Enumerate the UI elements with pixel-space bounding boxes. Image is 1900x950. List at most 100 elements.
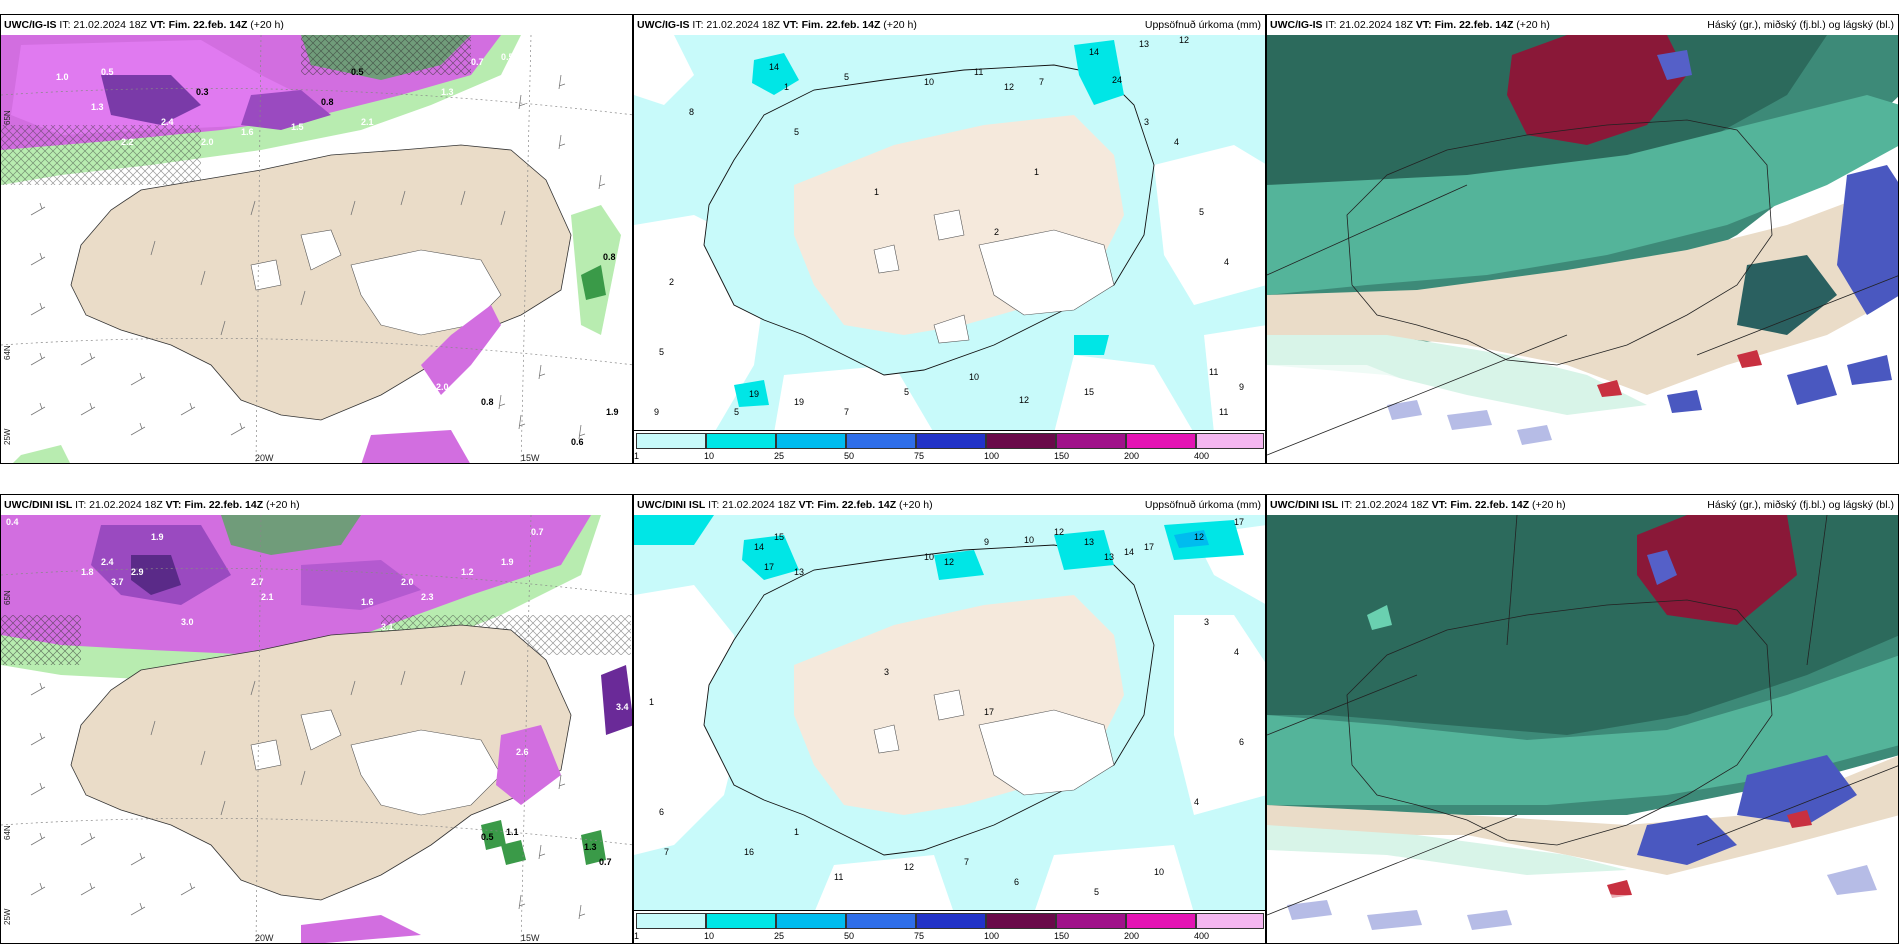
model-name: UWC/IG-IS — [1270, 19, 1323, 31]
field-title: Háský (gr.), miðský (fj.bl.) og lágský (… — [1707, 19, 1894, 31]
map-cloud-water-top: 1.0 0.5 1.3 2.2 2.4 2.0 1.6 1.5 2.5 2.1 … — [1, 35, 632, 463]
value-label: 2.1 — [361, 117, 374, 127]
precip-label: 13 — [1084, 537, 1094, 547]
init-time: IT: 21.02.2024 18Z — [1325, 19, 1413, 31]
valid-label: VT: — [798, 499, 815, 511]
precip-label: 2 — [994, 227, 999, 237]
precip-label: 10 — [969, 372, 979, 382]
precip-label: 10 — [1024, 535, 1034, 545]
colorbar-box-400 — [1196, 433, 1264, 449]
lon-label-25w: 25W — [3, 908, 12, 925]
precip-label: 4 — [1224, 257, 1229, 267]
precip-label: 13 — [1104, 552, 1114, 562]
value-label: 3.1 — [381, 622, 394, 632]
precip-label: 7 — [1039, 77, 1044, 87]
precip-label: 4 — [1194, 797, 1199, 807]
valid-label: VT: — [165, 499, 182, 511]
value-label: 3.7 — [111, 577, 124, 587]
colorbar-box-10 — [706, 433, 776, 449]
precip-label: 5 — [1094, 887, 1099, 897]
precip-label: 11 — [974, 67, 983, 77]
model-name: UWC/IG-IS — [4, 19, 57, 31]
value-label: 3.4 — [616, 702, 629, 712]
lat-label-64n: 64N — [3, 825, 12, 840]
value-label: 2.0 — [401, 577, 414, 587]
lon-label-15w: 15W — [521, 453, 540, 463]
panel-bottom-middle-precip: UWC/DINI ISL IT: 21.02.2024 18Z VT: Fim.… — [633, 494, 1266, 944]
precip-label: 17 — [1234, 517, 1244, 527]
panel-top-middle-precip: UWC/IG-IS IT: 21.02.2024 18Z VT: Fim. 22… — [633, 14, 1266, 464]
valid-label: VT: — [149, 19, 166, 31]
precip-label: 12 — [1019, 395, 1029, 405]
panel-header: UWC/DINI ISL IT: 21.02.2024 18Z VT: Fim.… — [634, 495, 1265, 515]
valid-time: Fim. 22.feb. 14Z — [1434, 19, 1514, 31]
colorbar-box-75 — [916, 913, 986, 929]
colorbar-tick: 50 — [844, 451, 855, 461]
value-label: 2.6 — [516, 747, 529, 757]
precip-label: 5 — [904, 387, 909, 397]
colorbar-tick: 200 — [1124, 451, 1140, 461]
map-cloud-water-bottom: 0.4 1.9 2.4 3.7 2.9 1.8 2.1 2.7 3.0 1.6 … — [1, 515, 632, 943]
value-label: 1.5 — [291, 122, 304, 132]
value-label: 2.7 — [251, 577, 264, 587]
precip-label: 9 — [1239, 382, 1244, 392]
precip-label: 7 — [844, 407, 849, 417]
init-time: IT: 21.02.2024 18Z — [692, 19, 780, 31]
precip-label: 6 — [1239, 737, 1244, 747]
panel-header: UWC/IG-IS IT: 21.02.2024 18Z VT: Fim. 22… — [1267, 15, 1898, 35]
colorbar-box-100 — [986, 433, 1056, 449]
value-label: 0.7 — [471, 57, 484, 67]
precip-label: 14 — [1124, 547, 1134, 557]
valid-label: VT: — [782, 19, 799, 31]
precip-label: 9 — [984, 537, 989, 547]
value-label: 0.3 — [196, 87, 209, 97]
precip-label: 1 — [649, 697, 654, 707]
value-label: 1.9 — [606, 407, 619, 417]
value-label: 1.6 — [411, 122, 424, 132]
valid-time: Fim. 22.feb. 14Z — [168, 19, 248, 31]
precip-label: 12 — [904, 862, 914, 872]
precip-label: 15 — [774, 532, 784, 542]
precip-label: 1 — [874, 187, 879, 197]
value-label: 0.4 — [6, 517, 19, 527]
panel-top-left-cloud-water: UWC/IG-IS IT: 21.02.2024 18Z VT: Fim. 22… — [0, 14, 633, 464]
precip-label: 1 — [794, 827, 799, 837]
colorbar-tick: 1 — [634, 931, 640, 941]
value-label: 2.0 — [436, 382, 449, 392]
lat-label-65n: 65N — [3, 590, 12, 605]
colorbar-box-75 — [916, 433, 986, 449]
panel-top-right-clouds: UWC/IG-IS IT: 21.02.2024 18Z VT: Fim. 22… — [1266, 14, 1899, 464]
precip-label: 3 — [1204, 617, 1209, 627]
precip-label: 4 — [1234, 647, 1239, 657]
colorbar-box-150 — [1056, 913, 1126, 929]
panel-bottom-right-clouds: UWC/DINI ISL IT: 21.02.2024 18Z VT: Fim.… — [1266, 494, 1899, 944]
panel-header: UWC/DINI ISL IT: 21.02.2024 18Z VT: Fim.… — [1, 495, 632, 515]
lon-label-25w: 25W — [3, 428, 12, 445]
precip-label: 1 — [1034, 167, 1039, 177]
precip-label: 4 — [1174, 137, 1179, 147]
value-label: 2.5 — [331, 137, 344, 147]
precip-label: 14 — [1089, 47, 1099, 57]
valid-time: Fim. 22.feb. 14Z — [817, 499, 897, 511]
precip-label: 11 — [1209, 367, 1218, 377]
model-name: UWC/DINI ISL — [637, 499, 706, 511]
valid-label: VT: — [1431, 499, 1448, 511]
map-precip-bottom: 14 15 17 13 12 10 9 10 12 13 13 14 17 12… — [634, 515, 1265, 913]
lead-time: (+20 h) — [250, 19, 284, 31]
value-label: 0.7 — [599, 857, 612, 867]
lead-time: (+20 h) — [1516, 19, 1550, 31]
map-clouds-bottom — [1267, 515, 1898, 943]
value-label: 2.2 — [121, 137, 134, 147]
value-label: 0.7 — [531, 527, 544, 537]
model-name: UWC/DINI ISL — [1270, 499, 1339, 511]
init-time: IT: 21.02.2024 18Z — [708, 499, 796, 511]
precip-label: 2 — [669, 277, 674, 287]
model-name: UWC/DINI ISL — [4, 499, 73, 511]
colorbar-tick: 400 — [1194, 931, 1210, 941]
lon-label-20w: 20W — [255, 933, 274, 943]
value-label: 1.2 — [461, 567, 474, 577]
valid-time: Fim. 22.feb. 14Z — [1450, 499, 1530, 511]
colorbar-box-50 — [846, 913, 916, 929]
colorbar: 1 10 25 50 75 100 150 200 400 — [634, 910, 1265, 943]
precip-label: 24 — [1112, 75, 1122, 85]
